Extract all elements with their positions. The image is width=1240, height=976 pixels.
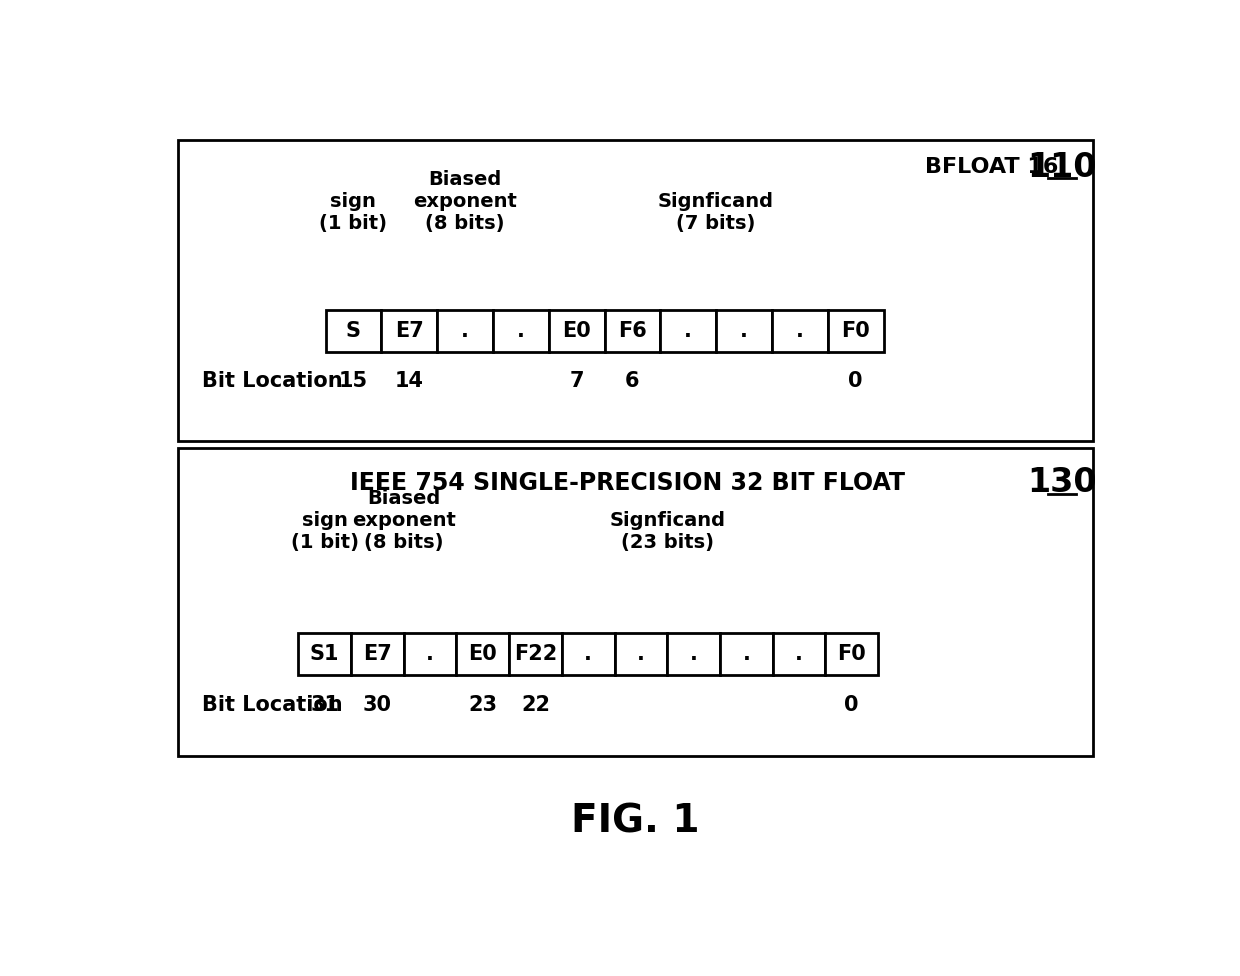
Text: sign
(1 bit): sign (1 bit) xyxy=(290,511,358,552)
Bar xyxy=(605,309,660,352)
Text: 23: 23 xyxy=(469,695,497,714)
Text: .: . xyxy=(584,644,593,665)
Text: 0: 0 xyxy=(848,371,863,391)
Text: 14: 14 xyxy=(394,371,424,391)
Bar xyxy=(438,309,494,352)
Text: .: . xyxy=(795,644,804,665)
Text: IEEE 754 SINGLE-PRECISION 32 BIT FLOAT: IEEE 754 SINGLE-PRECISION 32 BIT FLOAT xyxy=(350,470,905,495)
Bar xyxy=(510,633,562,675)
Bar xyxy=(549,309,605,352)
Text: 130: 130 xyxy=(1027,467,1096,500)
Bar xyxy=(382,309,438,352)
Bar xyxy=(667,633,720,675)
Text: F0: F0 xyxy=(837,644,866,665)
Bar xyxy=(351,633,404,675)
Text: S: S xyxy=(346,321,361,341)
Text: Signficand
(7 bits): Signficand (7 bits) xyxy=(658,191,774,232)
Text: Bit Location: Bit Location xyxy=(201,695,342,714)
Text: .: . xyxy=(689,644,698,665)
Text: Signficand
(23 bits): Signficand (23 bits) xyxy=(609,511,725,552)
Text: .: . xyxy=(740,321,748,341)
Text: Biased
exponent
(8 bits): Biased exponent (8 bits) xyxy=(413,170,517,232)
Text: Biased
exponent
(8 bits): Biased exponent (8 bits) xyxy=(352,489,456,552)
Bar xyxy=(717,309,771,352)
Bar xyxy=(771,309,828,352)
Text: 15: 15 xyxy=(339,371,368,391)
Text: .: . xyxy=(427,644,434,665)
Bar xyxy=(456,633,510,675)
Bar xyxy=(660,309,715,352)
Text: .: . xyxy=(684,321,692,341)
Text: sign
(1 bit): sign (1 bit) xyxy=(320,191,387,232)
Text: 31: 31 xyxy=(310,695,340,714)
Text: 110: 110 xyxy=(1027,150,1096,183)
Text: 30: 30 xyxy=(363,695,392,714)
Bar xyxy=(562,633,615,675)
Bar xyxy=(404,633,456,675)
Text: 6: 6 xyxy=(625,371,640,391)
Bar xyxy=(826,633,878,675)
Text: E7: E7 xyxy=(394,321,424,341)
Text: 7: 7 xyxy=(569,371,584,391)
Text: FIG. 1: FIG. 1 xyxy=(572,802,699,840)
Bar xyxy=(828,309,883,352)
Text: 22: 22 xyxy=(521,695,551,714)
Text: E0: E0 xyxy=(469,644,497,665)
Bar xyxy=(720,633,773,675)
Bar xyxy=(615,633,667,675)
Text: Bit Location: Bit Location xyxy=(201,371,342,391)
Text: E0: E0 xyxy=(562,321,591,341)
Text: .: . xyxy=(637,644,645,665)
Bar xyxy=(773,633,826,675)
Text: .: . xyxy=(517,321,525,341)
Text: E7: E7 xyxy=(363,644,392,665)
Text: F6: F6 xyxy=(618,321,647,341)
Bar xyxy=(179,448,1092,756)
Text: F22: F22 xyxy=(513,644,557,665)
Bar xyxy=(494,309,549,352)
Text: .: . xyxy=(796,321,804,341)
Text: BFLOAT 16: BFLOAT 16 xyxy=(925,157,1059,178)
Text: F0: F0 xyxy=(841,321,870,341)
Text: .: . xyxy=(743,644,750,665)
Text: 0: 0 xyxy=(844,695,859,714)
Bar xyxy=(179,141,1092,440)
Bar xyxy=(299,633,351,675)
Text: S1: S1 xyxy=(310,644,340,665)
Text: .: . xyxy=(461,321,469,341)
Bar xyxy=(325,309,382,352)
